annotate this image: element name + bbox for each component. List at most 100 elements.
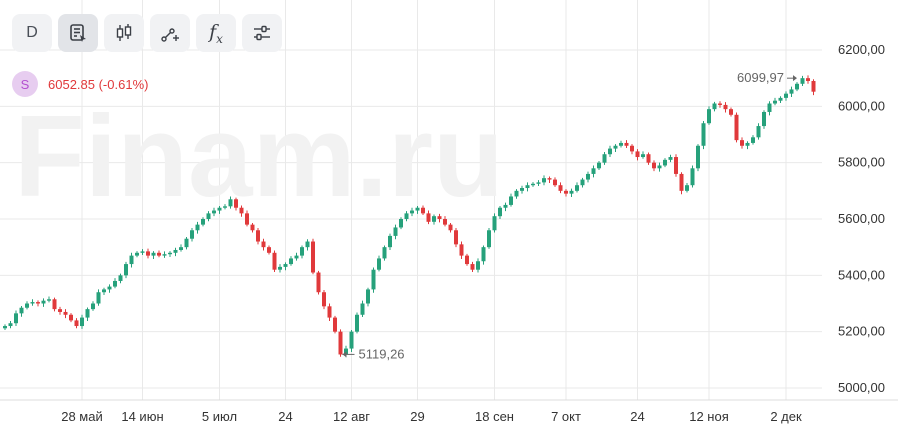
candle-body xyxy=(465,255,469,265)
candle-body xyxy=(195,224,200,231)
candle-body xyxy=(646,154,651,163)
candle-body xyxy=(294,255,299,259)
y-tick-label: 6000,00 xyxy=(838,98,885,113)
candle-body xyxy=(316,272,321,293)
candle-body xyxy=(575,185,579,191)
candle-body xyxy=(8,323,13,327)
draw-tool-icon xyxy=(161,28,179,42)
candle-body xyxy=(756,126,761,138)
x-tick-label: 29 xyxy=(410,409,424,424)
candle-body xyxy=(470,264,475,270)
candle-body xyxy=(52,299,57,310)
candle-body xyxy=(641,154,645,158)
candle-body xyxy=(448,224,453,231)
y-tick-label: 6200,00 xyxy=(838,42,885,57)
candle-body xyxy=(206,213,211,219)
candle-body xyxy=(212,210,216,214)
candle-body xyxy=(256,230,260,242)
candle-body xyxy=(124,264,128,276)
settings-sliders-icon xyxy=(254,25,270,41)
candle-body xyxy=(745,142,750,146)
candle-body xyxy=(322,292,326,307)
candle-body xyxy=(338,331,343,355)
y-tick-label: 5000,00 xyxy=(838,380,885,395)
candle-body xyxy=(157,252,161,256)
candle-body xyxy=(19,307,24,314)
candle-body xyxy=(437,216,442,219)
candle-body xyxy=(586,173,590,180)
candle-body xyxy=(250,224,255,231)
candle-body xyxy=(531,183,535,186)
candle-body xyxy=(14,313,18,324)
candle-body xyxy=(234,199,238,208)
candle-body xyxy=(113,280,117,287)
candle-body xyxy=(355,314,359,332)
ticker-badge[interactable]: S xyxy=(12,71,38,97)
candle-body xyxy=(498,207,502,217)
candle-body xyxy=(635,151,640,158)
candle-body xyxy=(184,238,189,248)
candle-body xyxy=(47,299,51,301)
ticker-info: S 6052.85 (-0.61%) xyxy=(12,71,148,97)
candle-body xyxy=(762,111,766,127)
candle-body xyxy=(201,219,205,225)
candle-body xyxy=(102,289,106,293)
candle-body xyxy=(701,123,706,146)
candles xyxy=(3,75,816,358)
candle-body xyxy=(311,241,315,273)
candle-body xyxy=(657,165,662,169)
candle-body xyxy=(652,162,656,169)
candle-body xyxy=(811,80,816,92)
candle-body xyxy=(366,289,370,304)
candle-body xyxy=(3,326,7,329)
candle-body xyxy=(146,251,150,256)
candle-body xyxy=(663,159,667,166)
x-tick-label: 14 июн xyxy=(121,409,163,424)
candle-body xyxy=(536,182,541,184)
candle-body xyxy=(591,168,596,174)
price-annotations: 6099,97 5119,26 xyxy=(342,70,797,361)
candle-body xyxy=(674,157,678,174)
candle-body xyxy=(393,227,398,236)
x-tick-label: 24 xyxy=(630,409,644,424)
interval-button[interactable]: D xyxy=(12,14,52,52)
candle-body xyxy=(74,320,79,327)
annotation-arrowhead xyxy=(342,351,347,358)
candle-body xyxy=(789,89,794,94)
candle-body xyxy=(300,247,304,256)
candle-body xyxy=(283,264,288,267)
candle-body xyxy=(360,303,365,315)
candle-body xyxy=(773,100,777,104)
candle-body xyxy=(542,178,546,183)
x-tick-label: 2 дек xyxy=(770,409,802,424)
draw-tool-button[interactable] xyxy=(150,14,190,52)
candle-body xyxy=(25,303,29,308)
candle-body xyxy=(476,261,480,270)
candle-body xyxy=(487,230,491,248)
candle-body xyxy=(608,148,612,155)
y-tick-label: 5600,00 xyxy=(838,211,885,226)
candle-body xyxy=(459,244,464,256)
candles-button[interactable] xyxy=(104,14,144,52)
notes-button[interactable] xyxy=(58,14,98,52)
candle-body xyxy=(278,266,282,270)
candle-body xyxy=(228,199,233,207)
candle-body xyxy=(349,331,354,349)
annotation-arrowhead xyxy=(793,75,797,82)
y-tick-label: 5200,00 xyxy=(838,324,885,339)
candle-body xyxy=(267,247,271,253)
indicators-button[interactable]: fx xyxy=(196,14,236,52)
x-tick-label: 24 xyxy=(278,409,292,424)
interval-label: D xyxy=(26,24,38,41)
candle-body xyxy=(415,207,420,211)
candle-body xyxy=(712,103,717,110)
candle-body xyxy=(514,190,519,197)
candle-body xyxy=(107,286,112,290)
x-axis: 28 май 14 июн 5 июл 24 12 авг 29 18 сен 7 окт 24… xyxy=(61,409,802,424)
candle-body xyxy=(404,213,409,219)
candle-body xyxy=(597,162,601,169)
candle-body xyxy=(179,247,183,250)
candle-body xyxy=(696,145,700,169)
settings-button[interactable] xyxy=(242,14,282,52)
